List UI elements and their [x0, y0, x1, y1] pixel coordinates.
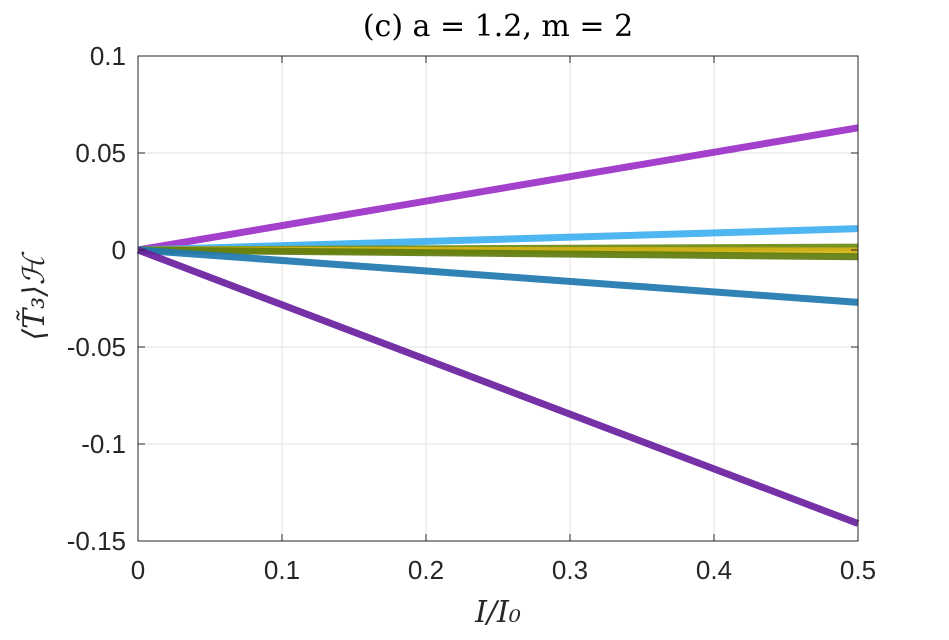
y-tick-labels: 0.1 0.05 0 -0.05 -0.1 -0.15 [67, 41, 126, 556]
x-axis-label: I/I₀ [474, 595, 521, 630]
series-line-1 [137, 124, 859, 254]
x-tick-labels: 0 0.1 0.2 0.3 0.4 0.5 [131, 555, 876, 585]
y-tick-label: 0.05 [75, 138, 126, 168]
x-tick-label: 0.2 [408, 555, 444, 585]
plot-area [138, 56, 858, 541]
axes-box [137, 55, 859, 542]
series-group [136, 124, 860, 527]
x-tick-label: 0.3 [552, 555, 588, 585]
series-line-6 [137, 246, 859, 306]
y-tick-label: -0.05 [67, 332, 126, 362]
y-tick-label: 0 [112, 235, 126, 265]
series-line-5 [137, 246, 859, 261]
x-tick-label: 0 [131, 555, 145, 585]
chart-title: (c) a = 1.2, m = 2 [363, 9, 633, 44]
y-axis-label: ⟨T̃₃⟩ℋ [17, 251, 52, 340]
y-tick-label: 0.1 [90, 41, 126, 71]
y-tick-label: -0.1 [81, 429, 126, 459]
x-tick-label: 0.1 [264, 555, 300, 585]
series-line-7 [136, 246, 860, 527]
y-tick-label: -0.15 [67, 526, 126, 556]
ticks [137, 55, 859, 542]
x-tick-label: 0.5 [840, 555, 876, 585]
x-tick-label: 0.4 [696, 555, 732, 585]
